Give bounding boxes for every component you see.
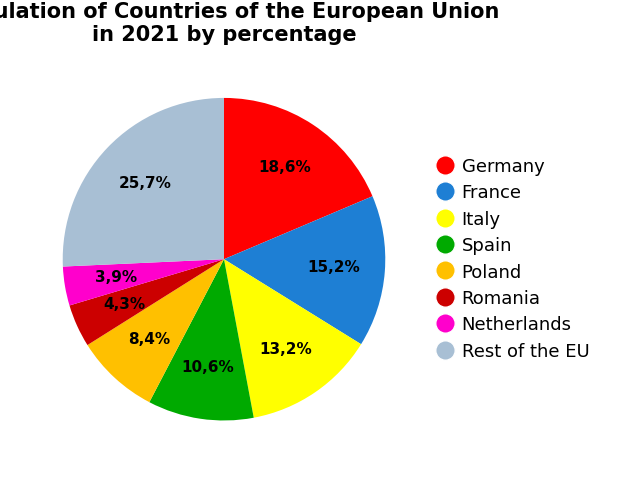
Wedge shape: [149, 259, 253, 420]
Wedge shape: [224, 259, 361, 418]
Wedge shape: [88, 259, 224, 402]
Text: 8,4%: 8,4%: [129, 332, 171, 348]
Text: 25,7%: 25,7%: [118, 176, 171, 191]
Text: 13,2%: 13,2%: [260, 342, 312, 357]
Text: 4,3%: 4,3%: [103, 297, 145, 312]
Wedge shape: [63, 98, 224, 266]
Wedge shape: [224, 196, 385, 344]
Text: 15,2%: 15,2%: [307, 260, 360, 275]
Text: 3,9%: 3,9%: [95, 270, 137, 285]
Text: 18,6%: 18,6%: [258, 160, 311, 175]
Wedge shape: [224, 98, 372, 259]
Legend: Germany, France, Italy, Spain, Poland, Romania, Netherlands, Rest of the EU: Germany, France, Italy, Spain, Poland, R…: [435, 154, 593, 364]
Title: Population of Countries of the European Union
in 2021 by percentage: Population of Countries of the European …: [0, 2, 499, 45]
Wedge shape: [70, 259, 224, 345]
Text: 10,6%: 10,6%: [182, 360, 234, 375]
Wedge shape: [63, 259, 224, 305]
